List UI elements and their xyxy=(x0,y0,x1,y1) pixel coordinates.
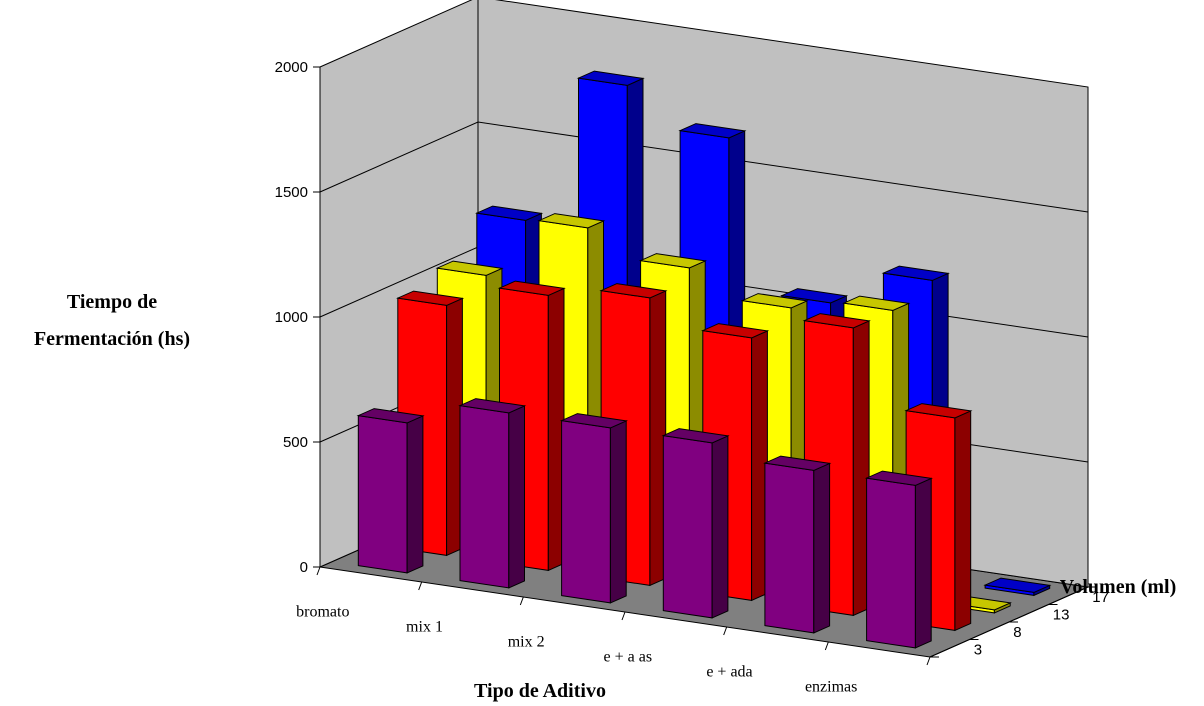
bar-top-face xyxy=(559,413,628,429)
x-tick xyxy=(621,611,626,621)
bar-top-face xyxy=(458,398,527,414)
bar-front-face xyxy=(459,405,510,589)
bar xyxy=(983,577,1052,597)
bar-top-face xyxy=(537,213,606,229)
bar xyxy=(356,408,425,574)
depth-tick-label: 13 xyxy=(1053,606,1070,623)
bar-side-face xyxy=(508,405,525,589)
y-axis-title-line-1: Tiempo de xyxy=(67,291,157,313)
bar-top-face xyxy=(802,313,871,329)
bar-top-face xyxy=(497,280,566,296)
bar-top-face xyxy=(904,403,973,419)
bar-top-face xyxy=(661,428,730,444)
bar-top-face xyxy=(983,577,1052,593)
y-tick-label: 500 xyxy=(283,434,308,451)
bar-top-face xyxy=(763,455,832,471)
x-tick xyxy=(723,626,728,636)
bars xyxy=(356,70,1052,649)
bar-top-face xyxy=(740,293,809,309)
gridline xyxy=(319,121,1089,213)
x-tick-label: e + ada xyxy=(706,664,752,681)
x-tick xyxy=(418,581,423,591)
y-tick-label: 2000 xyxy=(275,59,308,76)
bar-top-face xyxy=(638,253,707,269)
bar-side-face xyxy=(406,415,424,574)
depth-tick-label: 8 xyxy=(1013,624,1021,641)
x-tick xyxy=(824,641,829,651)
depth-tick-label: 17 xyxy=(1092,589,1109,606)
bar-side-face xyxy=(813,462,831,634)
bar xyxy=(458,398,527,589)
bar-front-face xyxy=(561,420,611,604)
bar-top-face xyxy=(881,265,950,281)
bar-top-face xyxy=(864,470,933,486)
y-tick-label: 1000 xyxy=(275,309,308,326)
bar-top-face xyxy=(599,283,668,299)
x-tick-label: e + a as xyxy=(604,649,653,666)
bar-top-face xyxy=(396,290,465,306)
x-tick-label: bromato xyxy=(296,604,349,621)
bar-top-face xyxy=(701,323,770,339)
x-axis-title: Tipo de Aditivo xyxy=(474,680,606,702)
bar-front-face xyxy=(357,415,408,574)
x-tick-label: mix 1 xyxy=(406,619,443,636)
bar xyxy=(559,413,628,604)
bar-top-face xyxy=(576,70,645,86)
x-tick xyxy=(519,596,524,606)
bar xyxy=(763,455,832,634)
bar-side-face xyxy=(711,435,729,619)
depth-axis-title: Volumen (ml) xyxy=(1060,576,1176,598)
bar-top-face xyxy=(435,260,504,276)
bar-front-face xyxy=(662,435,713,619)
y-tick-label: 1500 xyxy=(275,184,308,201)
bar-side-face xyxy=(954,410,972,632)
bar xyxy=(661,428,730,619)
bar-top-face xyxy=(678,123,747,139)
bar-top-face xyxy=(475,205,544,221)
bar-side-face xyxy=(609,420,627,604)
x-tick-label: mix 2 xyxy=(508,634,545,651)
x-tick xyxy=(926,656,931,666)
y-axis-title-line-2: Fermentación (hs) xyxy=(34,328,190,350)
bar-front-face xyxy=(764,462,815,634)
bar-top-face xyxy=(780,288,849,304)
bar-front-face xyxy=(866,477,916,649)
depth-tick-label: 3 xyxy=(974,641,982,658)
bar-side-face xyxy=(914,477,932,649)
labels: 0 500 1000 1500 2000 bromato mix 1 mix 2 e + a a… xyxy=(275,59,1109,696)
x-tick xyxy=(316,566,321,576)
bar xyxy=(864,470,933,649)
y-tick-label: 0 xyxy=(300,559,308,576)
x-tick-label: enzimas xyxy=(805,679,857,696)
bar-top-face xyxy=(842,295,911,311)
bar-top-face xyxy=(356,408,425,424)
axes xyxy=(313,66,1097,666)
